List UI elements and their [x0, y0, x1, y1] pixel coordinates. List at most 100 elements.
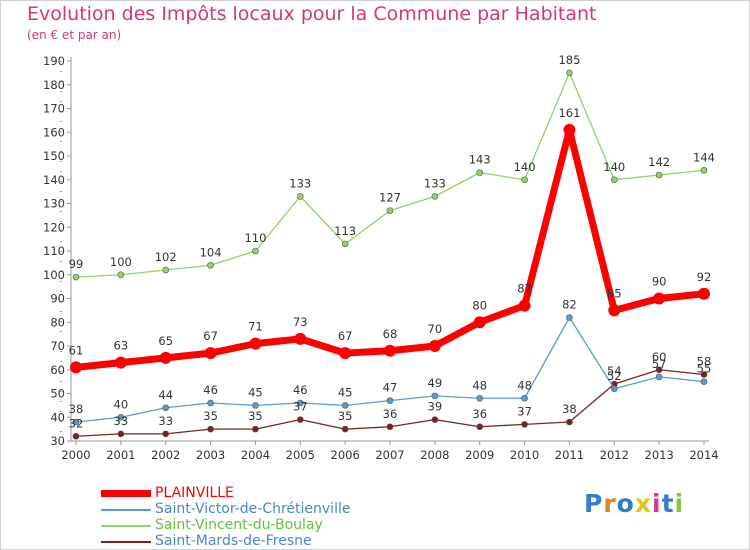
y-tick-label: 100	[43, 268, 65, 282]
legend-swatch-saint-mards	[101, 541, 151, 543]
series-line	[75, 72, 705, 278]
legend-item-saint-victor: Saint-Victor-de-Chrétienville	[101, 501, 421, 518]
data-label: 133	[424, 176, 446, 190]
data-point	[608, 304, 621, 317]
data-point	[700, 378, 708, 385]
legend-swatch-saint-vincent	[101, 525, 151, 527]
data-point	[386, 207, 394, 214]
data-label: 46	[203, 383, 218, 397]
data-label: 61	[69, 343, 84, 357]
data-point	[294, 332, 307, 345]
data-label: 67	[338, 329, 353, 343]
data-label: 54	[607, 364, 622, 378]
data-point	[428, 340, 441, 352]
data-point	[70, 361, 82, 374]
data-point	[521, 421, 528, 428]
data-label: 161	[558, 106, 580, 120]
data-label: 33	[158, 414, 173, 428]
data-label: 87	[517, 282, 532, 296]
data-label: 35	[338, 409, 353, 423]
data-label: 47	[383, 381, 398, 395]
proxiti-logo: Proxiti	[584, 489, 684, 518]
data-label: 44	[158, 388, 173, 402]
data-point	[563, 123, 576, 136]
data-label: 68	[383, 327, 398, 341]
data-label: 85	[607, 286, 622, 300]
data-point	[386, 423, 394, 431]
chart-title: Evolution des Impôts locaux pour la Comm…	[27, 3, 597, 25]
data-label: 100	[110, 255, 132, 269]
data-label: 38	[69, 402, 84, 416]
x-tick-label: 2003	[196, 448, 225, 462]
data-point	[117, 413, 125, 421]
x-tick-label: 2010	[510, 448, 539, 462]
data-point	[431, 416, 439, 423]
data-point	[252, 247, 259, 255]
x-tick-label: 2007	[375, 448, 404, 462]
data-label: 73	[293, 315, 308, 329]
line-chart: 30 40 50 60 70 80 90 100 110 120 130 140 150 160 170 18…	[43, 53, 719, 462]
data-label: 140	[603, 160, 625, 174]
data-label: 49	[428, 376, 443, 390]
data-label: 104	[200, 245, 222, 259]
y-tick-label: 150	[43, 149, 65, 163]
data-point	[700, 166, 708, 174]
data-point	[207, 425, 214, 433]
data-label: 90	[652, 275, 667, 289]
y-tick-label: 90	[50, 292, 65, 306]
data-label: 45	[248, 385, 263, 399]
data-point	[249, 337, 262, 350]
data-label: 110	[244, 231, 266, 245]
data-label: 58	[697, 355, 712, 369]
x-tick-label: 2012	[600, 448, 629, 462]
data-label: 144	[693, 150, 715, 164]
data-label: 82	[562, 298, 577, 312]
y-tick-label: 40	[50, 410, 65, 424]
data-label: 92	[697, 270, 712, 284]
data-point	[431, 193, 439, 200]
legend-label-saint-mards: Saint-Mards-de-Fresne	[155, 533, 312, 549]
data-label: 133	[289, 176, 311, 190]
y-tick-label: 50	[50, 387, 65, 401]
data-point	[476, 394, 484, 402]
data-point	[207, 399, 214, 407]
data-label: 102	[155, 250, 177, 264]
data-label: 99	[69, 257, 84, 271]
y-tick-label: 170	[43, 102, 65, 116]
data-label: 39	[428, 400, 443, 414]
legend-label-plainville: PLAINVILLE	[155, 485, 234, 501]
logo-letter: P	[584, 489, 604, 518]
data-label: 35	[203, 409, 218, 423]
data-point	[117, 430, 125, 438]
data-point	[655, 373, 663, 381]
legend-item-saint-mards: Saint-Mards-de-Fresne	[101, 533, 421, 550]
data-point	[431, 392, 439, 400]
data-point	[655, 171, 663, 179]
data-label: 113	[334, 224, 356, 238]
legend-item-plainville: PLAINVILLE	[101, 485, 421, 502]
data-label: 33	[114, 414, 129, 428]
data-point	[296, 193, 304, 200]
data-point	[700, 371, 708, 378]
data-point	[207, 261, 214, 269]
data-label: 40	[114, 397, 129, 411]
data-label: 35	[248, 409, 263, 423]
data-point	[72, 418, 80, 426]
data-point	[162, 430, 170, 438]
legend: PLAINVILLE Saint-Victor-de-Chrétienville…	[101, 485, 421, 550]
data-label: 127	[379, 191, 401, 205]
data-label: 55	[697, 362, 712, 376]
y-tick-label: 110	[43, 244, 65, 258]
data-label: 140	[514, 160, 536, 174]
data-label: 71	[248, 320, 263, 334]
data-point	[162, 404, 170, 412]
logo-letter: i	[674, 489, 685, 518]
data-point	[473, 316, 486, 329]
y-tick-label: 140	[43, 173, 65, 187]
data-point	[252, 402, 259, 409]
y-tick-label: 180	[43, 78, 65, 92]
data-point	[296, 416, 304, 423]
data-point	[653, 292, 666, 305]
data-point	[610, 385, 618, 393]
data-label: 36	[472, 407, 487, 421]
